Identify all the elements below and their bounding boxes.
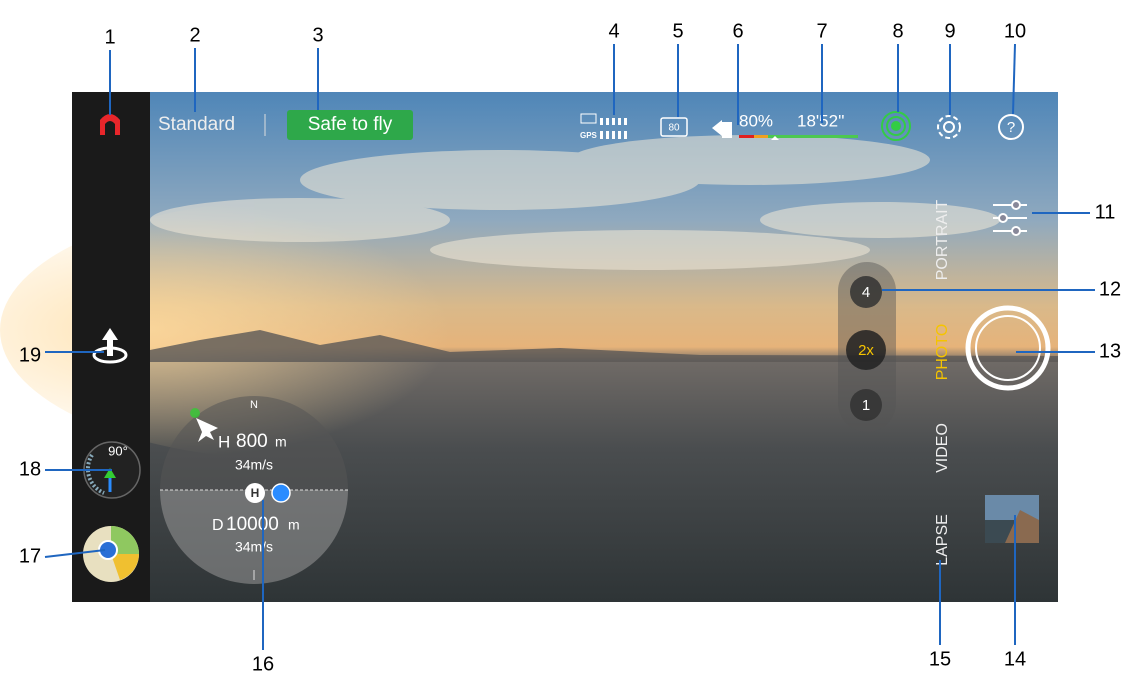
height-label: H [218,432,230,451]
islands [150,330,1058,362]
battery-bar [739,135,858,140]
callout-number: 3 [312,24,323,46]
callout-number: 11 [1095,201,1116,223]
callout-number: 10 [1004,20,1026,42]
flight-status: Safe to fly [308,114,393,135]
zoom-button[interactable] [846,330,886,370]
parameters-button[interactable] [993,200,1027,236]
callout-number: 17 [19,545,41,567]
callout-line [1012,43,1016,115]
callout-line [44,549,106,558]
zoom-level[interactable]: 2x [858,342,874,359]
radar [160,396,348,584]
callout-number: 15 [929,648,951,670]
status-badge [287,110,413,140]
vertical-speed: 34m/s [235,457,273,473]
callout-number: 19 [19,344,41,366]
gallery-thumbnail[interactable] [985,495,1039,543]
app-screen: 90° Standard Safe to fly GPS 80 80% 18'5… [0,92,1058,602]
callout-number: 7 [816,20,827,42]
callout-number: 4 [608,20,619,42]
shutter-button[interactable] [965,305,1051,391]
map-button[interactable] [83,526,139,582]
callout-number: 5 [672,20,683,42]
callout-number: 8 [892,20,903,42]
help-button[interactable]: ? [998,114,1024,140]
callout-number: 9 [944,20,955,42]
signal-icon[interactable] [881,111,911,141]
distance-unit: m [288,517,300,533]
signal-bars [580,113,627,139]
callout-number: 14 [1004,648,1026,670]
clouds [150,135,1000,270]
zoom-button[interactable] [850,389,882,421]
callout-number: 16 [252,653,274,675]
zoom-level[interactable]: 4 [862,284,870,301]
takeoff-button[interactable] [92,328,128,364]
compass-north: N [250,399,258,411]
flight-time: 18'52'' [797,111,845,130]
camera-mode[interactable]: PHOTO [934,324,951,381]
height: 800 [236,431,268,452]
camera-mode[interactable]: PORTRAIT [934,199,951,280]
aircraft-battery-icon [712,120,732,138]
distance-label: D [212,517,224,534]
zoom-button[interactable] [850,276,882,308]
gps-label: GPS [580,131,598,140]
camera-mode[interactable]: LAPSE [934,514,951,566]
rc-battery: 80 [668,123,680,134]
callout-number: 6 [732,20,743,42]
zoom-level[interactable]: 1 [862,397,870,414]
camera-mode[interactable]: VIDEO [934,423,951,473]
callout-number: 1 [104,26,115,48]
callout-number: 12 [1099,278,1121,300]
battery-percent: 80% [739,111,773,130]
distance: 10000 [226,514,279,535]
callout-number: 2 [189,24,200,46]
horizontal-speed: 34m/s [235,539,273,555]
flight-mode[interactable]: Standard [158,114,235,135]
callout-number: 13 [1099,340,1121,362]
logo[interactable] [100,114,120,135]
home-point: H [251,486,260,500]
gimbal-angle: 90° [108,443,128,458]
height-unit: m [275,434,287,450]
settings-button[interactable] [937,115,961,139]
callout-number: 18 [19,458,41,480]
svg-text:?: ? [1007,119,1015,136]
rc-battery-icon [660,117,688,137]
